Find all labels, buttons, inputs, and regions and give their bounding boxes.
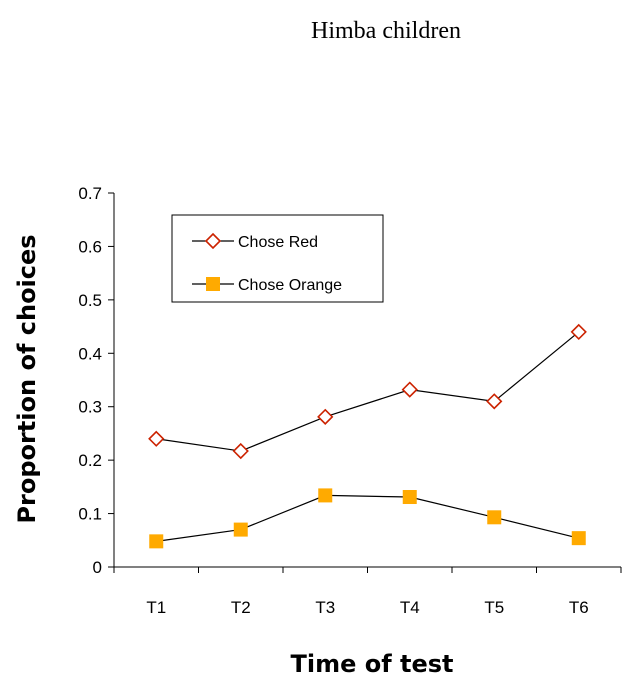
data-point [148, 430, 165, 447]
y-tick-label: 0.4 [78, 344, 102, 363]
x-tick-label: T5 [484, 598, 504, 617]
legend-item: Chose Orange [192, 277, 342, 294]
y-tick-label: 0.2 [78, 451, 102, 470]
legend: Chose Red Chose Orange [171, 214, 384, 303]
legend-items: Chose Red Chose Orange [192, 232, 342, 294]
legend-label: Chose Orange [238, 277, 342, 294]
data-point [570, 323, 587, 341]
data-point [149, 534, 164, 549]
legend-marker [206, 277, 220, 291]
data-point [486, 393, 503, 410]
data-point [401, 381, 418, 398]
legend-label: Chose Red [238, 234, 318, 251]
series-layer [148, 323, 587, 549]
y-tick-label: 0.1 [78, 505, 102, 524]
y-ticks: 0 0.1 0.2 0.3 0.4 0.5 0.6 0.7 [78, 184, 114, 577]
y-tick-label: 0.7 [78, 184, 102, 203]
x-tick-label: T2 [231, 598, 251, 617]
series-1 [149, 488, 586, 549]
data-point [487, 510, 502, 525]
y-tick-label: 0.6 [78, 237, 102, 256]
data-point [571, 531, 586, 546]
data-point [233, 522, 248, 537]
x-tick-label: T1 [146, 598, 166, 617]
x-tick-label: T4 [400, 598, 420, 617]
legend-item: Chose Red [192, 232, 318, 251]
data-point [402, 490, 417, 505]
x-tick-label: T6 [569, 598, 589, 617]
y-tick-label: 0.3 [78, 398, 102, 417]
series-0 [148, 323, 587, 460]
x-ticks: T1 T2 T3 T4 T5 T6 [113, 567, 622, 617]
data-point [232, 442, 249, 460]
data-point [318, 488, 333, 503]
x-tick-label: T3 [315, 598, 335, 617]
legend-marker [204, 232, 222, 250]
series-line [156, 494, 579, 542]
y-axis-label: Proportion of choices [13, 234, 41, 523]
y-tick-label: 0.5 [78, 291, 102, 310]
x-axis-label: Time of test [290, 650, 453, 678]
data-point [317, 408, 334, 425]
chart-title: Himba children [311, 18, 461, 44]
series-line [156, 331, 580, 452]
y-tick-label: 0 [93, 558, 102, 577]
